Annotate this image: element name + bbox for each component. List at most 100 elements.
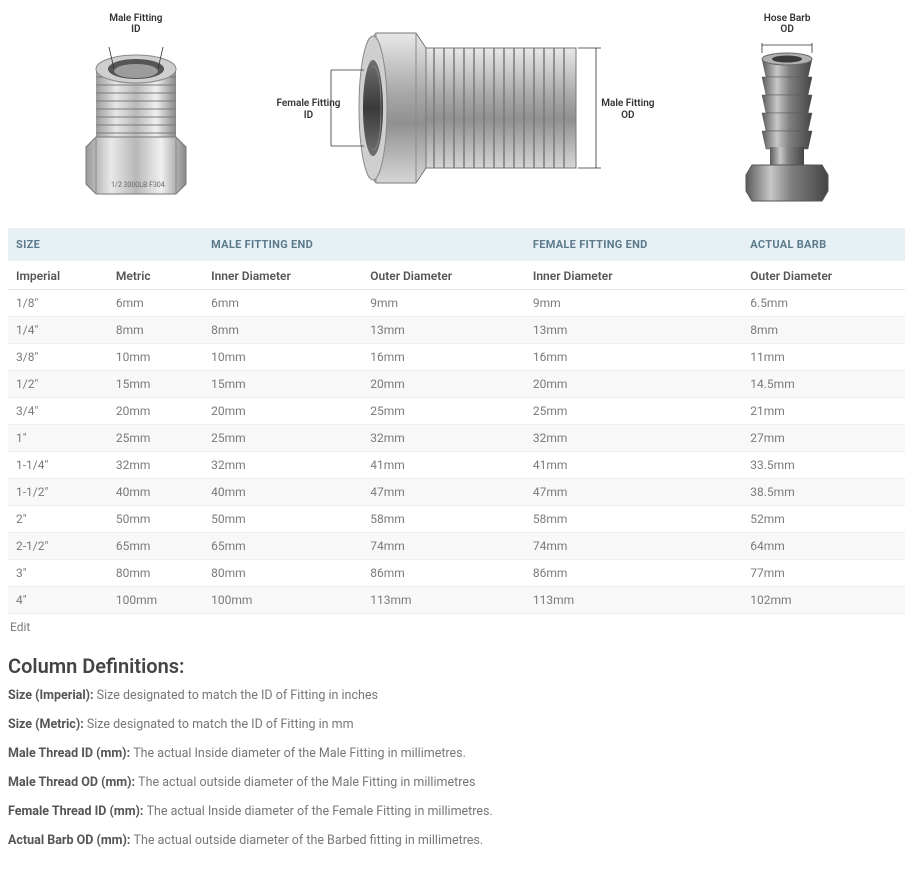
table-row: 1/4"8mm8mm13mm13mm8mm bbox=[8, 317, 905, 344]
table-cell: 40mm bbox=[203, 479, 362, 506]
diagram-hose-barb: Hose Barb OD bbox=[722, 13, 852, 204]
table-cell: 1/2" bbox=[8, 371, 108, 398]
definition-label: Male Thread ID (mm): bbox=[8, 746, 133, 761]
edit-link[interactable]: Edit bbox=[8, 614, 905, 640]
col-barb-od: Outer Diameter bbox=[742, 261, 905, 290]
table-cell: 16mm bbox=[362, 344, 525, 371]
table-cell: 32mm bbox=[203, 452, 362, 479]
definition-label: Female Thread ID (mm): bbox=[8, 804, 147, 819]
definition-row: Female Thread ID (mm): The actual Inside… bbox=[8, 804, 905, 819]
table-cell: 40mm bbox=[108, 479, 203, 506]
table-row: 1-1/4"32mm32mm41mm41mm33.5mm bbox=[8, 452, 905, 479]
table-cell: 100mm bbox=[203, 587, 362, 614]
table-cell: 10mm bbox=[203, 344, 362, 371]
table-group-header-row: SIZE MALE FITTING END FEMALE FITTING END… bbox=[8, 228, 905, 261]
table-cell: 20mm bbox=[362, 371, 525, 398]
diagram-title: Male Fitting bbox=[109, 13, 162, 24]
female-label: Female Fitting ID bbox=[276, 98, 340, 122]
definition-text: Size designated to match the ID of Fitti… bbox=[87, 717, 354, 732]
table-cell: 6mm bbox=[108, 290, 203, 317]
definition-label: Male Thread OD (mm): bbox=[8, 775, 138, 790]
table-cell: 38.5mm bbox=[742, 479, 905, 506]
male-od-label: Male Fitting OD bbox=[601, 98, 654, 122]
table-cell: 86mm bbox=[525, 560, 742, 587]
table-cell: 16mm bbox=[525, 344, 742, 371]
table-cell: 13mm bbox=[362, 317, 525, 344]
table-cell: 8mm bbox=[203, 317, 362, 344]
definition-row: Male Thread OD (mm): The actual outside … bbox=[8, 775, 905, 790]
definition-label: Actual Barb OD (mm): bbox=[8, 833, 134, 848]
table-row: 2-1/2"65mm65mm74mm74mm64mm bbox=[8, 533, 905, 560]
table-cell: 14.5mm bbox=[742, 371, 905, 398]
diagram-male-id: Male Fitting ID bbox=[61, 13, 211, 204]
definition-row: Size (Imperial): Size designated to matc… bbox=[8, 688, 905, 703]
table-cell: 65mm bbox=[108, 533, 203, 560]
table-cell: 50mm bbox=[203, 506, 362, 533]
table-cell: 20mm bbox=[203, 398, 362, 425]
table-cell: 1-1/2" bbox=[8, 479, 108, 506]
table-cell: 52mm bbox=[742, 506, 905, 533]
diagram-title: Hose Barb bbox=[764, 13, 811, 24]
table-cell: 1" bbox=[8, 425, 108, 452]
table-row: 1-1/2"40mm40mm47mm47mm38.5mm bbox=[8, 479, 905, 506]
table-cell: 25mm bbox=[203, 425, 362, 452]
table-cell: 8mm bbox=[108, 317, 203, 344]
table-body: 1/8"6mm6mm9mm9mm6.5mm1/4"8mm8mm13mm13mm8… bbox=[8, 290, 905, 614]
sizing-table: SIZE MALE FITTING END FEMALE FITTING END… bbox=[8, 228, 905, 614]
table-cell: 64mm bbox=[742, 533, 905, 560]
group-barb: ACTUAL BARB bbox=[742, 228, 905, 261]
table-cell: 8mm bbox=[742, 317, 905, 344]
col-metric: Metric bbox=[108, 261, 203, 290]
table-cell: 6mm bbox=[203, 290, 362, 317]
table-cell: 74mm bbox=[525, 533, 742, 560]
table-row: 1/8"6mm6mm9mm9mm6.5mm bbox=[8, 290, 905, 317]
table-cell: 1-1/4" bbox=[8, 452, 108, 479]
table-cell: 27mm bbox=[742, 425, 905, 452]
table-cell: 86mm bbox=[362, 560, 525, 587]
table-cell: 80mm bbox=[108, 560, 203, 587]
col-imperial: Imperial bbox=[8, 261, 108, 290]
definition-text: Size designated to match the ID of Fitti… bbox=[97, 688, 378, 703]
table-cell: 2" bbox=[8, 506, 108, 533]
table-cell: 20mm bbox=[108, 398, 203, 425]
group-female: FEMALE FITTING END bbox=[525, 228, 742, 261]
col-male-od: Outer Diameter bbox=[362, 261, 525, 290]
table-cell: 9mm bbox=[362, 290, 525, 317]
table-cell: 3/4" bbox=[8, 398, 108, 425]
table-cell: 21mm bbox=[742, 398, 905, 425]
hose-barb-icon bbox=[732, 39, 842, 204]
table-cell: 2-1/2" bbox=[8, 533, 108, 560]
table-cell: 11mm bbox=[742, 344, 905, 371]
table-row: 4"100mm100mm113mm113mm102mm bbox=[8, 587, 905, 614]
table-cell: 13mm bbox=[525, 317, 742, 344]
definition-text: The actual outside diameter of the Barbe… bbox=[134, 833, 484, 848]
table-cell: 6.5mm bbox=[742, 290, 905, 317]
table-cell: 15mm bbox=[203, 371, 362, 398]
male-fitting-id-icon: 1/2 3000LB F304 bbox=[71, 39, 201, 204]
diagram-sub: OD bbox=[780, 24, 793, 35]
table-cell: 25mm bbox=[108, 425, 203, 452]
table-row: 3/4"20mm20mm25mm25mm21mm bbox=[8, 398, 905, 425]
table-cell: 32mm bbox=[108, 452, 203, 479]
table-cell: 32mm bbox=[362, 425, 525, 452]
table-cell: 32mm bbox=[525, 425, 742, 452]
definition-row: Actual Barb OD (mm): The actual outside … bbox=[8, 833, 905, 848]
diagrams-row: Male Fitting ID bbox=[8, 8, 905, 228]
table-cell: 113mm bbox=[525, 587, 742, 614]
table-row: 2"50mm50mm58mm58mm52mm bbox=[8, 506, 905, 533]
definition-text: The actual outside diameter of the Male … bbox=[138, 775, 475, 790]
definition-row: Male Thread ID (mm): The actual Inside d… bbox=[8, 746, 905, 761]
table-cell: 50mm bbox=[108, 506, 203, 533]
table-cell: 65mm bbox=[203, 533, 362, 560]
svg-text:1/2 3000LB F304: 1/2 3000LB F304 bbox=[111, 181, 165, 189]
table-row: 3/8"10mm10mm16mm16mm11mm bbox=[8, 344, 905, 371]
table-cell: 3/8" bbox=[8, 344, 108, 371]
table-cell: 3" bbox=[8, 560, 108, 587]
table-cell: 41mm bbox=[525, 452, 742, 479]
table-row: 1"25mm25mm32mm32mm27mm bbox=[8, 425, 905, 452]
table-cell: 58mm bbox=[525, 506, 742, 533]
table-cell: 33.5mm bbox=[742, 452, 905, 479]
group-size: SIZE bbox=[8, 228, 203, 261]
table-cell: 100mm bbox=[108, 587, 203, 614]
definition-row: Size (Metric): Size designated to match … bbox=[8, 717, 905, 732]
